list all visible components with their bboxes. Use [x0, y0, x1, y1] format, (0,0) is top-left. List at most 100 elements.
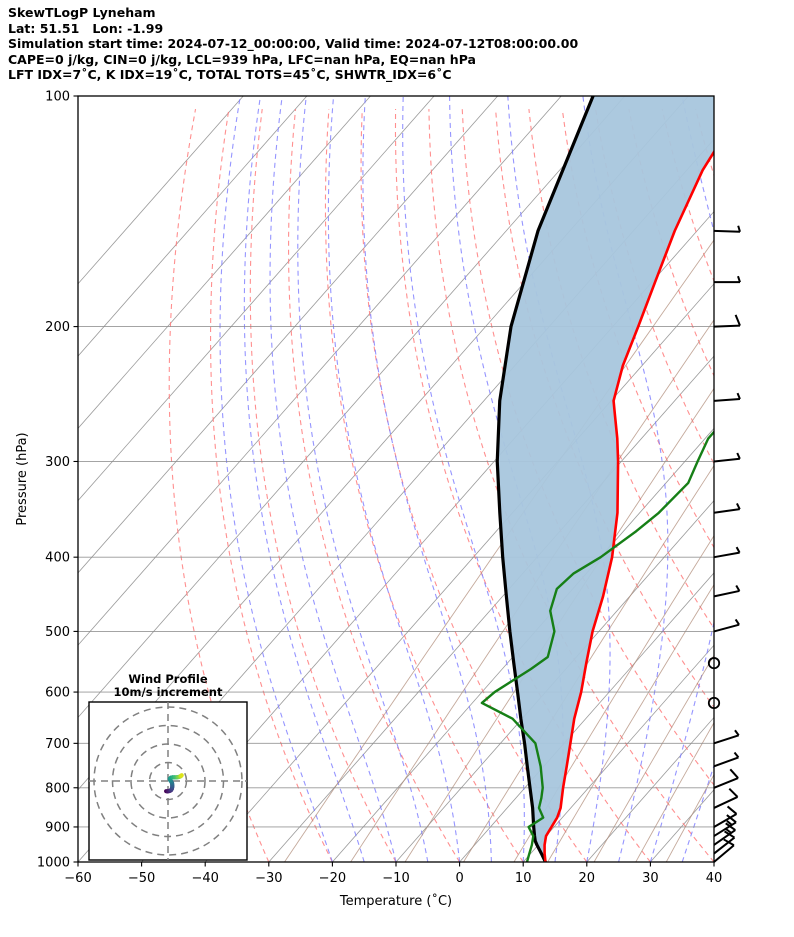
y-tick-label: 400 — [45, 551, 70, 566]
hodograph-trace — [164, 773, 184, 794]
wind-barbs — [707, 225, 741, 863]
barb-half — [737, 275, 741, 283]
isotherm — [78, 96, 562, 646]
header-title: SkewTLogP Lyneham — [8, 5, 156, 20]
barb-shaft — [713, 777, 739, 789]
moist-adiabat — [746, 96, 794, 862]
dry-adiabat — [324, 109, 524, 862]
parcel-line — [495, 96, 595, 862]
wind-barb — [713, 392, 741, 402]
barb-shaft — [713, 796, 738, 809]
wind-barb — [713, 814, 737, 837]
wind-barb — [713, 618, 740, 633]
x-tick-label: −60 — [64, 871, 91, 886]
wind-barb — [713, 805, 738, 828]
y-tick-label: 800 — [45, 781, 70, 796]
barb-half — [726, 820, 733, 826]
header-times: Simulation start time: 2024-07-12_00:00:… — [8, 36, 579, 52]
wind-profile-inset: Wind Profile 10m/s increment — [88, 672, 248, 861]
y-tick-label: 100 — [45, 90, 70, 105]
figure-header: SkewTLogP Lyneham Lat: 51.51 Lon: -1.99 … — [8, 5, 788, 83]
x-tick-label: 20 — [579, 871, 596, 886]
wind-barb — [713, 503, 741, 514]
barb-half — [725, 828, 732, 834]
dewpoint-profile-line — [480, 430, 714, 862]
moist-adiabat — [362, 96, 492, 862]
mixing-ratio-line — [665, 773, 714, 862]
barb-shaft — [713, 551, 740, 559]
y-tick-label: 600 — [45, 686, 70, 701]
x-tick-label: 10 — [515, 871, 532, 886]
mixing-ratio-line — [547, 583, 714, 862]
x-tick-label: −40 — [191, 871, 218, 886]
barb-half — [736, 503, 741, 510]
y-axis-label: Pressure (hPa) — [15, 432, 30, 525]
mixing-ratio-line — [350, 319, 714, 862]
header-indices-1: CAPE=0 j/kg, CIN=0 j/kg, LCL=939 hPa, LF… — [8, 51, 476, 67]
moist-adiabat — [778, 96, 794, 862]
dry-adiabat — [762, 109, 794, 862]
moist-adiabat — [297, 96, 429, 862]
y-tick-label: 500 — [45, 625, 70, 640]
y-tick-label: 700 — [45, 737, 70, 752]
isotherm — [586, 716, 714, 862]
moist-adiabat — [681, 763, 714, 862]
isotherm — [78, 96, 308, 357]
barb-half — [733, 751, 740, 759]
wind-barb — [713, 768, 739, 789]
barb-half — [737, 225, 741, 233]
dry-adiabat — [249, 108, 397, 862]
isotherm — [78, 96, 498, 574]
x-tick-label: −50 — [128, 871, 155, 886]
barb-shaft — [713, 821, 737, 837]
mixing-ratio-line — [593, 654, 714, 862]
x-tick-label: 0 — [455, 871, 463, 886]
barb-half — [736, 452, 741, 460]
x-tick-label: −30 — [255, 871, 282, 886]
barb-shaft — [713, 844, 735, 863]
moist-adiabat — [713, 860, 714, 862]
wind-barb — [713, 751, 740, 768]
moist-adiabat — [582, 96, 669, 862]
barb-shaft — [713, 229, 741, 233]
wind-barb — [713, 314, 741, 328]
wind-barb — [714, 275, 741, 284]
barb-half — [735, 584, 741, 592]
cape-shading — [497, 96, 714, 862]
shaded-area — [497, 96, 714, 862]
wind-barb — [713, 225, 741, 233]
wind-barb — [713, 584, 741, 598]
barb-shaft — [713, 756, 739, 768]
barb-shaft — [713, 457, 740, 463]
x-tick-label: −10 — [382, 871, 409, 886]
y-tick-label: 1000 — [37, 856, 70, 871]
isotherm — [78, 96, 244, 285]
barb-full — [726, 814, 737, 824]
isotherm — [141, 210, 714, 862]
x-tick-label: 30 — [642, 871, 659, 886]
dry-adiabat — [595, 108, 714, 465]
x-tick-label: 40 — [706, 871, 723, 886]
dry-adiabat — [729, 109, 794, 862]
y-axis-ticks: 100 200 300 400 500 600 700 800 900 1000 — [37, 90, 78, 871]
barb-shaft — [713, 813, 738, 828]
barb-half — [735, 546, 741, 554]
barb-full — [734, 314, 741, 327]
dry-adiabat — [288, 109, 461, 862]
wind-profile-subtitle: 10m/s increment — [114, 685, 223, 699]
y-tick-label: 900 — [45, 820, 70, 835]
barb-shaft — [713, 589, 740, 598]
moist-adiabat — [269, 96, 397, 862]
barb-shaft — [713, 398, 741, 402]
wind-barb — [713, 452, 741, 463]
barb-full — [726, 805, 738, 815]
mixing-ratio-line — [635, 721, 714, 862]
barb-shaft — [713, 829, 736, 846]
isotherm — [778, 96, 794, 862]
moist-adiabat — [327, 96, 461, 862]
barb-half — [734, 618, 740, 626]
barb-full — [729, 768, 739, 779]
header-location: Lat: 51.51 Lon: -1.99 — [8, 20, 164, 36]
moist-adiabat — [507, 96, 611, 862]
